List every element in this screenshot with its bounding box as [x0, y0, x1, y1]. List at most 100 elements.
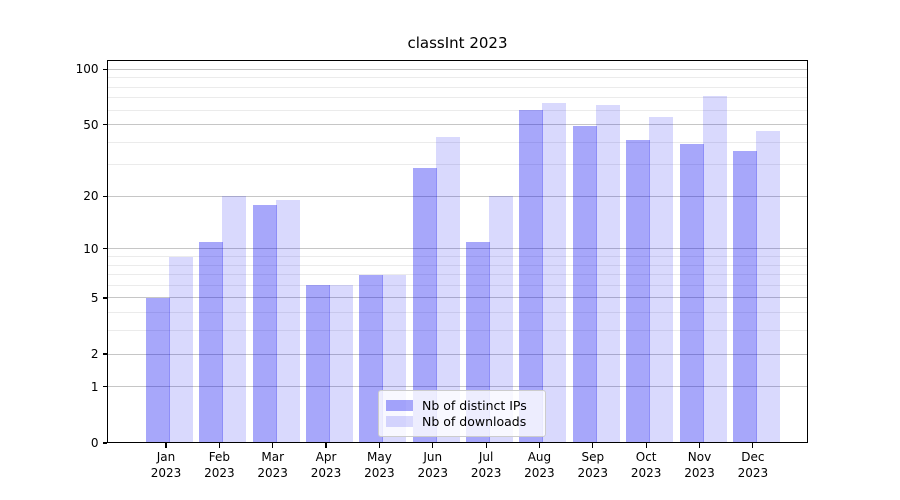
y-tick-mark [102, 124, 107, 126]
bar-nb-of-downloads-jan [169, 256, 193, 443]
gridline-minor [107, 86, 808, 88]
x-tick-label: Nov 2023 [673, 450, 727, 481]
gridline-minor [107, 141, 808, 143]
x-tick-label: Oct 2023 [619, 450, 673, 481]
x-tick-label: Jul 2023 [459, 450, 513, 481]
gridline-major [107, 386, 808, 388]
gridline-major [107, 353, 808, 355]
gridline-major [107, 248, 808, 250]
bar-nb-of-distinct-ips-sep [572, 126, 597, 443]
x-tick-mark [698, 443, 701, 448]
x-tick-month: Mar [261, 450, 284, 464]
legend-item: Nb of distinct IPs [386, 397, 535, 414]
x-tick-year: 2023 [630, 465, 662, 480]
x-tick-year: 2023 [470, 465, 502, 480]
gridline-minor [107, 97, 808, 99]
x-tick-year: 2023 [417, 465, 449, 480]
gridline-major [107, 68, 808, 70]
y-tick-mark [102, 386, 107, 388]
bar-nb-of-distinct-ips-apr [306, 285, 331, 443]
bar-nb-of-downloads-oct [649, 117, 674, 443]
x-tick-label: Feb 2023 [192, 450, 246, 481]
x-tick-label: Sep 2023 [566, 450, 620, 481]
x-tick-label: Apr 2023 [299, 450, 353, 481]
x-tick-label: Dec 2023 [726, 450, 780, 481]
x-tick-year: 2023 [257, 465, 288, 480]
bar-nb-of-downloads-aug [542, 102, 567, 443]
x-tick-year: 2023 [684, 465, 715, 480]
gridline-major [107, 297, 808, 299]
chart-title: classInt 2023 [407, 34, 508, 52]
x-tick-month: May [366, 450, 392, 464]
x-tick-label: Mar 2023 [246, 450, 300, 481]
bar-nb-of-distinct-ips-jan [146, 297, 170, 443]
x-tick-mark [752, 443, 754, 448]
y-tick-label: 5 [90, 290, 99, 305]
gridline-minor [107, 109, 808, 111]
x-tick-mark [592, 443, 594, 448]
y-tick-mark [102, 353, 107, 355]
x-tick-year: 2023 [204, 465, 235, 480]
gridline-minor [107, 330, 808, 332]
gridline-minor [107, 164, 808, 166]
x-tick-mark [165, 443, 167, 448]
y-tick-mark [102, 297, 107, 299]
y-tick-label: 1 [90, 379, 99, 394]
x-tick-year: 2023 [310, 465, 342, 480]
bar-nb-of-downloads-feb [222, 196, 247, 443]
gridline-minor [107, 77, 808, 79]
y-tick-label: 20 [83, 189, 99, 204]
x-tick-month: Dec [741, 450, 765, 464]
y-tick-mark [102, 248, 107, 250]
bar-nb-of-distinct-ips-aug [519, 110, 544, 443]
legend-label: Nb of downloads [422, 414, 527, 430]
y-tick-label: 2 [90, 347, 99, 362]
x-tick-mark [485, 443, 487, 448]
x-tick-mark [538, 443, 541, 448]
x-tick-month: Apr [315, 450, 337, 464]
x-tick-month: Oct [635, 450, 657, 464]
x-tick-label: Jun 2023 [406, 450, 460, 481]
x-tick-mark [645, 443, 647, 448]
legend-item: Nb of downloads [386, 414, 535, 431]
y-tick-mark [102, 68, 107, 70]
y-tick-label: 50 [83, 117, 99, 132]
bar-nb-of-distinct-ips-dec [732, 150, 757, 443]
y-tick-mark [102, 442, 107, 444]
x-tick-label: May 2023 [352, 450, 406, 481]
y-tick-label: 100 [75, 62, 99, 77]
gridline-minor [107, 264, 808, 266]
x-tick-month: Sep [581, 450, 605, 464]
legend-swatch-nb-of-distinct-ips [386, 399, 413, 411]
y-tick-mark [102, 195, 107, 198]
x-tick-month: Aug [527, 450, 552, 464]
x-tick-month: Jan [156, 450, 176, 464]
gridline-minor [107, 274, 808, 276]
x-tick-mark [432, 443, 434, 448]
x-tick-year: 2023 [150, 465, 182, 480]
legend-label: Nb of distinct IPs [422, 397, 527, 413]
y-tick-label: 10 [83, 241, 99, 256]
x-tick-label: Jan 2023 [139, 450, 193, 481]
x-tick-mark [325, 443, 327, 448]
bar-nb-of-downloads-mar [275, 200, 300, 443]
gridline-minor [107, 256, 808, 258]
x-tick-year: 2023 [524, 465, 555, 480]
bar-nb-of-distinct-ips-nov [679, 144, 704, 443]
x-tick-mark [218, 443, 220, 448]
x-tick-mark [272, 443, 274, 448]
bar-nb-of-distinct-ips-mar [252, 204, 277, 443]
x-tick-label: Aug 2023 [512, 450, 566, 481]
x-tick-year: 2023 [577, 465, 609, 480]
bar-nb-of-downloads-dec [755, 131, 780, 443]
bar-nb-of-distinct-ips-feb [199, 241, 224, 443]
gridline-minor [107, 284, 808, 286]
x-tick-month: Feb [208, 450, 230, 464]
legend-swatch-nb-of-downloads [386, 416, 413, 428]
x-tick-year: 2023 [364, 465, 395, 480]
bar-nb-of-downloads-nov [702, 95, 727, 443]
legend: Nb of distinct IPs Nb of downloads [378, 390, 546, 437]
y-tick-label: 0 [90, 436, 99, 450]
x-tick-mark [378, 443, 380, 448]
